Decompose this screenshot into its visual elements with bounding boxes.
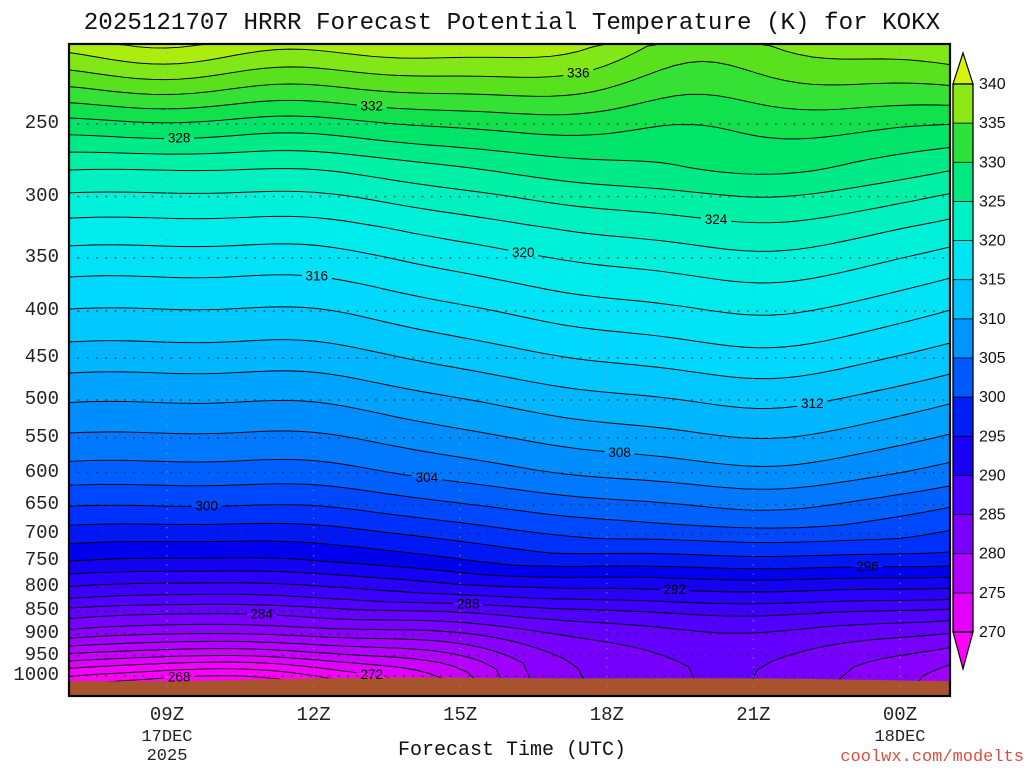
svg-text:340: 340	[979, 76, 1006, 93]
svg-text:268: 268	[168, 669, 191, 684]
svg-text:270: 270	[979, 624, 1006, 641]
svg-text:335: 335	[979, 115, 1006, 132]
svg-text:304: 304	[416, 470, 439, 485]
svg-text:315: 315	[979, 272, 1006, 289]
svg-text:328: 328	[168, 131, 191, 146]
svg-text:288: 288	[457, 596, 480, 611]
svg-text:300: 300	[195, 499, 218, 514]
svg-text:325: 325	[979, 193, 1006, 210]
svg-text:290: 290	[979, 467, 1006, 484]
svg-text:300: 300	[979, 389, 1006, 406]
svg-text:275: 275	[979, 585, 1006, 602]
svg-text:295: 295	[979, 428, 1006, 445]
svg-text:332: 332	[361, 99, 384, 114]
svg-text:320: 320	[979, 233, 1006, 250]
svg-text:316: 316	[306, 269, 329, 284]
svg-text:336: 336	[567, 66, 590, 81]
svg-text:312: 312	[801, 396, 824, 411]
svg-text:285: 285	[979, 507, 1006, 524]
svg-text:308: 308	[608, 445, 631, 460]
svg-text:310: 310	[979, 311, 1006, 328]
svg-text:305: 305	[979, 350, 1006, 367]
svg-text:292: 292	[663, 582, 686, 597]
svg-text:280: 280	[979, 546, 1006, 563]
svg-text:284: 284	[250, 607, 273, 622]
svg-text:320: 320	[512, 245, 535, 260]
svg-text:272: 272	[361, 667, 384, 682]
svg-text:324: 324	[705, 212, 728, 227]
svg-text:296: 296	[856, 559, 879, 574]
svg-text:330: 330	[979, 154, 1006, 171]
